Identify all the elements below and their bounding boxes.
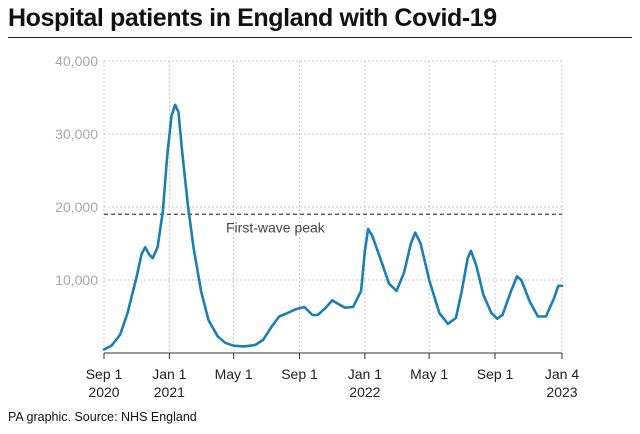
y-tick-label: 40,000 [55,53,98,69]
y-tick-label: 20,000 [55,199,98,215]
x-tick-label: Jan 1 [152,366,186,382]
y-tick-labels: 10,000 20,000 30,000 40,000 [55,53,98,288]
x-tick-label: Sep 1 [477,366,514,382]
x-tick-label: Sep 1 [281,366,318,382]
x-tick-year-label: 2022 [349,384,380,400]
x-tick-year-label: 2021 [154,384,185,400]
x-tick-label: May 1 [410,366,448,382]
source-note: PA graphic. Source: NHS England [8,410,197,424]
x-tick-label: Jan 4 [545,366,579,382]
chart-title: Hospital patients in England with Covid-… [8,4,497,32]
reference-line-group: First-wave peak [104,213,562,235]
x-tick-label: Jan 1 [348,366,382,382]
y-tick-label: 10,000 [55,272,98,288]
x-tick-year-label: 2020 [88,384,119,400]
y-tick-label: 30,000 [55,126,98,142]
gridlines [103,60,563,353]
title-rule [8,37,632,38]
reference-line-label: First-wave peak [226,219,326,235]
axes [103,352,563,359]
x-tick-labels: Sep 1 2020 Jan 1 2021 May 1 Sep 1 Jan 1 2022 May… [86,366,580,400]
x-tick-label: Sep 1 [86,366,123,382]
x-tick-year-label: 2023 [546,384,577,400]
series-lines [102,103,564,351]
x-tick-label: May 1 [215,366,253,382]
series-line [102,103,564,351]
